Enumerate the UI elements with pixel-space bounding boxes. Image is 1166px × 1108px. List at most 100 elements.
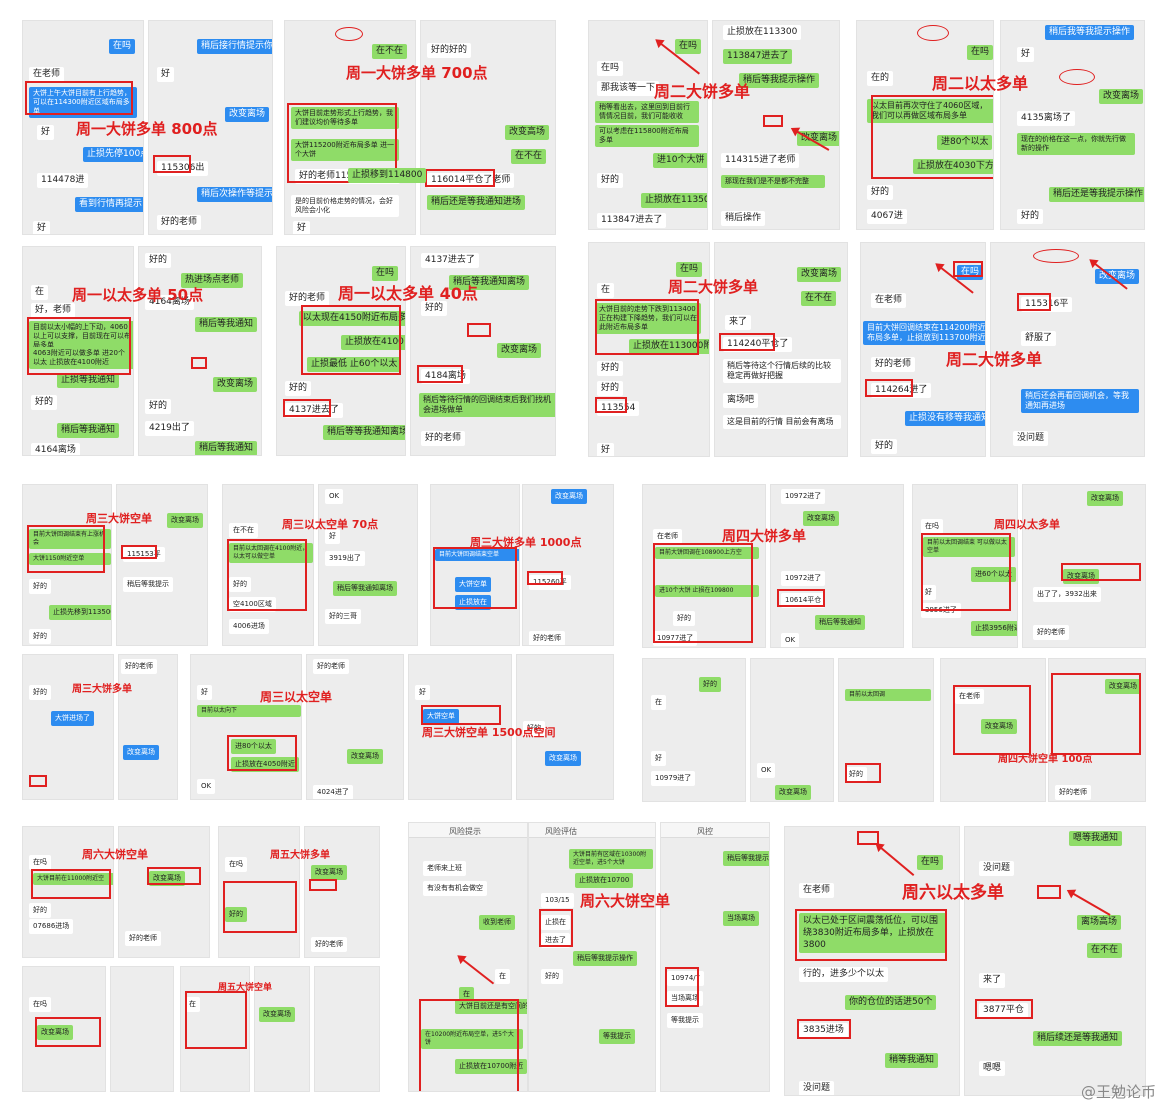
chat-bubble: 好 xyxy=(597,443,615,456)
tab-label[interactable]: 风险评估 xyxy=(545,827,577,836)
highlight-box xyxy=(1061,563,1141,581)
highlight-box xyxy=(719,333,775,351)
chat-bubble: 止损放在10700 xyxy=(575,873,634,888)
chat-bubble: 10614平仓 xyxy=(781,593,826,608)
chat-bubble: 目前以太小幅的上下动，4060以上可以支撑，目前现在可以布局多单 xyxy=(29,321,133,352)
chat-bubble: OK xyxy=(197,779,216,794)
chat-bubble: 好的 xyxy=(597,361,624,376)
screenshot-panel: 改变离场 115153平 稍后等我提示 xyxy=(116,484,208,646)
chat-bubble: 好的三哥 xyxy=(325,609,361,624)
chat-bubble: 在吗 xyxy=(597,61,624,76)
annotation-caption: 周一以太多单 50点 xyxy=(72,286,204,304)
chat-bubble: 改变离场 xyxy=(347,749,383,764)
screenshot-panel: 止损放在113300 113847进去了 稍后等我提示操作 改变离场 11431… xyxy=(712,20,840,230)
chat-bubble: 大饼目前有区域在10300附近空单，进5个大饼 xyxy=(569,849,653,869)
screenshot-panel: 在的 以太目前再次守住了4060区域，我们可以再做区域布局多单 进80个以太 止… xyxy=(856,20,994,230)
chat-bubble: 4137进去了 xyxy=(421,253,479,268)
annotation-caption: 周二大饼多单 xyxy=(946,350,1043,369)
chat-bubble: 在吗 xyxy=(676,262,703,277)
chat-bubble: 改变离场 xyxy=(1105,679,1141,694)
screenshot-panel: 在 xyxy=(180,966,250,1092)
chat-bubble: 大饼目前走势形式上行趋势，我们建议均价等待多单 xyxy=(291,107,399,129)
chat-bubble: 稍后等我通知离场 xyxy=(449,275,530,290)
chat-bubble: 目前以太向下 xyxy=(197,705,301,717)
screenshot-panel: 在 大饼目前的走势下跌到113400正在构建下降趋势，我们可以在此附近布局多单 … xyxy=(588,242,710,457)
annotation-caption: 周一大饼多单 700点 xyxy=(346,64,488,82)
highlight-box xyxy=(227,539,307,611)
chat-bubble: 出了了，3932出来 xyxy=(1033,587,1101,602)
chat-bubble: 没问题 xyxy=(979,861,1015,876)
chat-bubble: 在 xyxy=(185,997,200,1012)
chat-bubble: 目前以太回调在4100附近，以太可以做空单 xyxy=(229,543,313,563)
highlight-box xyxy=(467,323,491,337)
highlight-box xyxy=(35,1017,101,1047)
annotation-caption: 周三以太空单 xyxy=(260,690,333,704)
screenshot-panel: 好的好的 改变高场 在不在 116014平仓了老师 稍后还是等我通知进场 xyxy=(420,20,556,235)
highlight-box xyxy=(223,881,297,933)
chat-bubble: 来了 xyxy=(979,973,1006,988)
screenshot-panel: 改变离场 好的老师 xyxy=(304,826,380,958)
chat-bubble: 在吗 xyxy=(675,39,702,54)
highlight-box xyxy=(871,95,993,179)
chat-bubble: 当场离场 xyxy=(667,991,703,1006)
chat-bubble: 进80个以太 xyxy=(937,135,993,150)
chat-bubble: OK xyxy=(757,763,776,778)
chat-bubble: 目前大饼回调在108900上方空 xyxy=(655,547,759,559)
chat-bubble: 止损没有移等我通知 xyxy=(905,411,985,426)
highlight-box xyxy=(653,543,753,643)
tab-bar: 风险提示 xyxy=(409,823,527,838)
highlight-box xyxy=(27,317,131,375)
screenshot-panel: 好的 改变离场 xyxy=(516,654,614,800)
chat-bubble: 稍后等我提示操作 xyxy=(723,851,769,866)
chat-bubble: 止损放在 xyxy=(455,595,491,610)
chat-bubble: 进80个以太 xyxy=(231,739,276,754)
chat-bubble: 好的 xyxy=(225,907,247,922)
chat-bubble: 稍后续还是等我通知 xyxy=(1033,1031,1123,1046)
chat-bubble: 可以考虑在115800附近布局多单 xyxy=(595,125,699,147)
screenshot-panel: 4137进去了 稍后等我通知离场 好的 改变离场 4184离场 稍后等待行情的回… xyxy=(410,246,556,456)
highlight-box xyxy=(185,991,247,1049)
annotation-caption: 周三大饼多单 1000点 xyxy=(470,536,582,549)
chat-bubble: 好的 xyxy=(29,903,51,918)
screenshot-panel: 10972进了 改变离场 10972进了 10614平仓 稍后等我通知 OK xyxy=(770,484,904,648)
chat-bubble: 那现在我们是不是都不完整 xyxy=(721,175,825,188)
chat-bubble: 止损3956附近 xyxy=(971,621,1017,636)
chat-bubble: 在不在 xyxy=(372,44,408,59)
chat-bubble: 好的 xyxy=(29,629,51,644)
chat-bubble: 好的 xyxy=(597,173,624,188)
highlight-box xyxy=(539,909,573,947)
chat-bubble: 进60个以太 xyxy=(971,567,1016,582)
chat-bubble: 止损放在113300 xyxy=(723,25,802,40)
highlight-oval xyxy=(335,27,363,41)
highlight-box xyxy=(29,775,47,787)
tab-label[interactable]: 风险提示 xyxy=(449,827,481,836)
chat-bubble: 大饼上午大饼目前有上行趋势，可以在114300附近区域布局多单 xyxy=(29,87,137,118)
highlight-box xyxy=(953,261,983,277)
chat-bubble: 在吗 xyxy=(225,857,247,872)
chat-bubble: 大饼1150附近空单 xyxy=(29,553,111,565)
highlight-box xyxy=(763,115,783,127)
screenshot-panel: 好 目前以太向下 进80个以太 止损放在4050附近 OK xyxy=(190,654,302,800)
chat-bubble: 115260平 xyxy=(529,575,571,590)
chat-bubble: 好 xyxy=(921,585,936,600)
chat-bubble: 4184离场 xyxy=(421,369,470,384)
highlight-box xyxy=(795,909,947,961)
screenshot-panel: 好的 大饼进场了 xyxy=(22,654,114,800)
annotation-caption: 周二以太多单 xyxy=(932,74,1029,93)
chat-bubble: 稍等看出去，这里回到目前行情情况目前，我们可能收收 xyxy=(595,101,699,123)
screenshot-panel: 嗯等我通知 没问题 离场高场 在不在 来了 3877平仓 稍后续还是等我通知 嗯… xyxy=(964,826,1146,1096)
chat-bubble: 改变离场 xyxy=(259,1007,295,1022)
chat-bubble: 稍后接行情提示你 xyxy=(197,39,272,54)
highlight-box xyxy=(153,155,191,173)
chat-bubble: 好的老师 xyxy=(311,937,347,952)
tab-label[interactable]: 风控 xyxy=(697,827,713,836)
chat-bubble: 稍后等我通知 xyxy=(195,441,258,455)
chat-bubble: 来了 xyxy=(725,315,752,330)
chat-bubble: 改变高场 xyxy=(505,125,550,140)
highlight-box xyxy=(419,999,519,1091)
chat-bubble: 改变离场 xyxy=(1087,491,1123,506)
chat-bubble: 稍后等我提示 xyxy=(123,577,173,592)
chat-bubble: 好的老师 xyxy=(157,215,202,230)
highlight-box xyxy=(121,545,157,559)
chat-bubble: OK xyxy=(325,489,344,504)
